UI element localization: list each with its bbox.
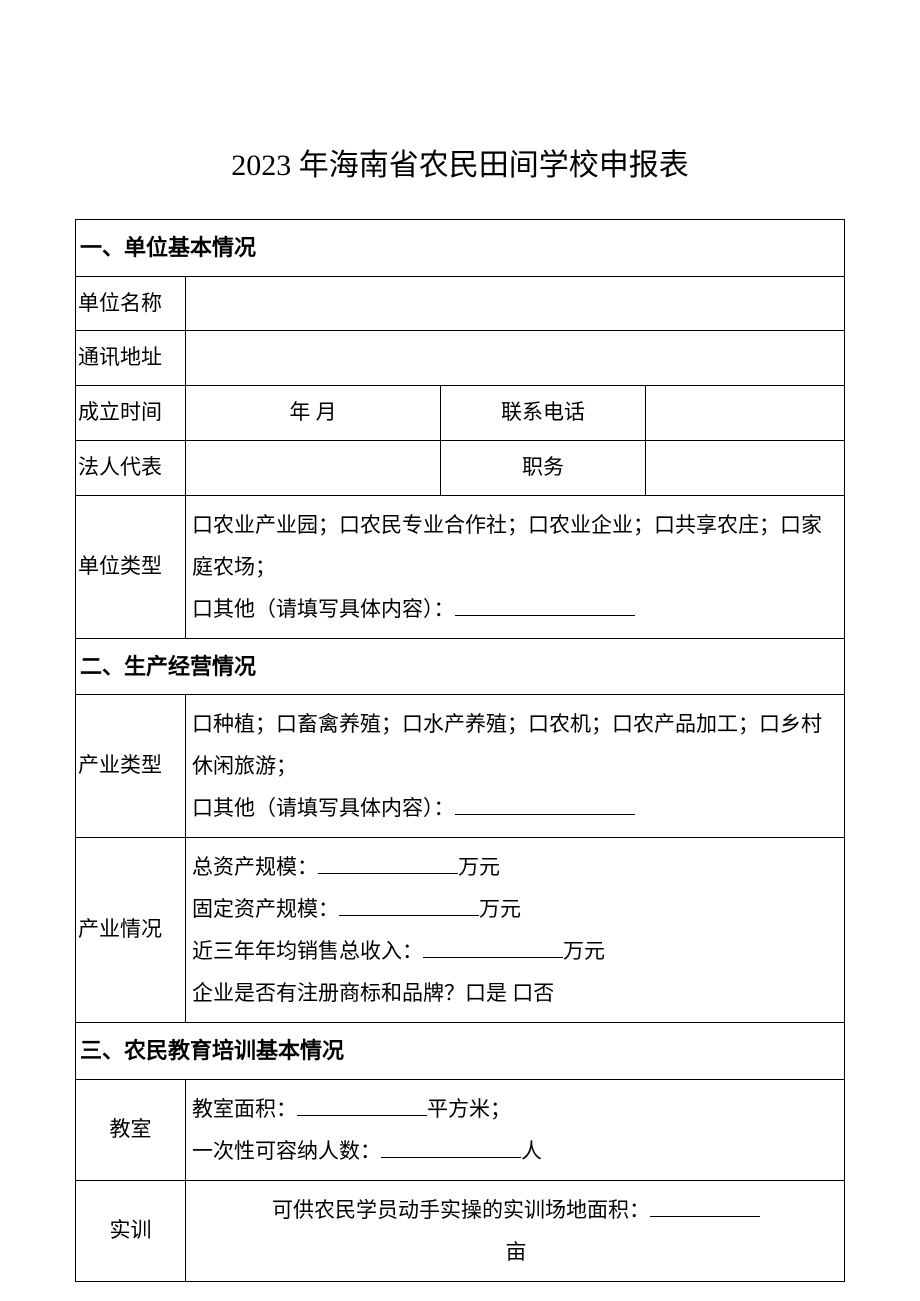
legal-rep-field[interactable] — [186, 440, 441, 495]
classroom-area-label: 教室面积： — [192, 1097, 297, 1121]
unit-name-label: 单位名称 — [76, 276, 186, 331]
address-label: 通讯地址 — [76, 331, 186, 386]
position-label: 职务 — [441, 440, 646, 495]
address-field[interactable] — [186, 331, 845, 386]
section1-header: 一、单位基本情况 — [76, 220, 845, 277]
capacity-label: 一次性可容纳人数： — [192, 1139, 381, 1163]
classroom-field[interactable]: 教室面积： 平方米； 一次性可容纳人数： 人 — [186, 1079, 845, 1180]
legal-rep-label: 法人代表 — [76, 440, 186, 495]
fixed-assets-unit: 万元 — [479, 897, 521, 921]
industry-type-label: 产业类型 — [76, 695, 186, 838]
position-field[interactable] — [646, 440, 845, 495]
avg-sales-label: 近三年年均销售总收入： — [192, 939, 423, 963]
phone-field[interactable] — [646, 386, 845, 441]
unit-type-label: 单位类型 — [76, 495, 186, 638]
phone-label: 联系电话 — [441, 386, 646, 441]
application-form-table: 一、单位基本情况 单位名称 通讯地址 成立时间 年 月 联系电话 法人代表 职务… — [75, 219, 845, 1282]
capacity-unit: 人 — [521, 1139, 542, 1163]
training-area-label: 可供农民学员动手实操的实训场地面积： — [272, 1198, 650, 1222]
page-title: 2023 年海南省农民田间学校申报表 — [75, 140, 845, 184]
trademark-label: 企业是否有注册商标和品牌？口是 口否 — [192, 981, 554, 1005]
establish-date-field[interactable]: 年 月 — [186, 386, 441, 441]
training-field[interactable]: 可供农民学员动手实操的实训场地面积： 亩 — [186, 1180, 845, 1281]
total-assets-label: 总资产规模： — [192, 855, 318, 879]
establish-date-label: 成立时间 — [76, 386, 186, 441]
section3-header: 三、农民教育培训基本情况 — [76, 1023, 845, 1080]
classroom-area-unit: 平方米； — [427, 1097, 511, 1121]
avg-sales-unit: 万元 — [563, 939, 605, 963]
unit-name-field[interactable] — [186, 276, 845, 331]
industry-situation-label: 产业情况 — [76, 838, 186, 1023]
training-area-unit: 亩 — [506, 1240, 527, 1264]
industry-type-field[interactable]: 口种植；口畜禽养殖；口水产养殖；口农机；口农产品加工；口乡村休闲旅游； 口其他（… — [186, 695, 845, 838]
industry-situation-field[interactable]: 总资产规模： 万元 固定资产规模： 万元 近三年年均销售总收入： 万元 企业是否有注册… — [186, 838, 845, 1023]
training-label: 实训 — [76, 1180, 186, 1281]
unit-type-field[interactable]: 口农业产业园；口农民专业合作社；口农业企业；口共享农庄；口家庭农场； 口其他（请… — [186, 495, 845, 638]
unit-type-other: 口其他（请填写具体内容）： — [192, 597, 455, 621]
industry-type-options: 口种植；口畜禽养殖；口水产养殖；口农机；口农产品加工；口乡村休闲旅游； — [192, 712, 822, 778]
industry-type-other: 口其他（请填写具体内容）： — [192, 796, 455, 820]
classroom-label: 教室 — [76, 1079, 186, 1180]
fixed-assets-label: 固定资产规模： — [192, 897, 339, 921]
section2-header: 二、生产经营情况 — [76, 638, 845, 695]
unit-type-options: 口农业产业园；口农民专业合作社；口农业企业；口共享农庄；口家庭农场； — [192, 513, 822, 579]
total-assets-unit: 万元 — [458, 855, 500, 879]
